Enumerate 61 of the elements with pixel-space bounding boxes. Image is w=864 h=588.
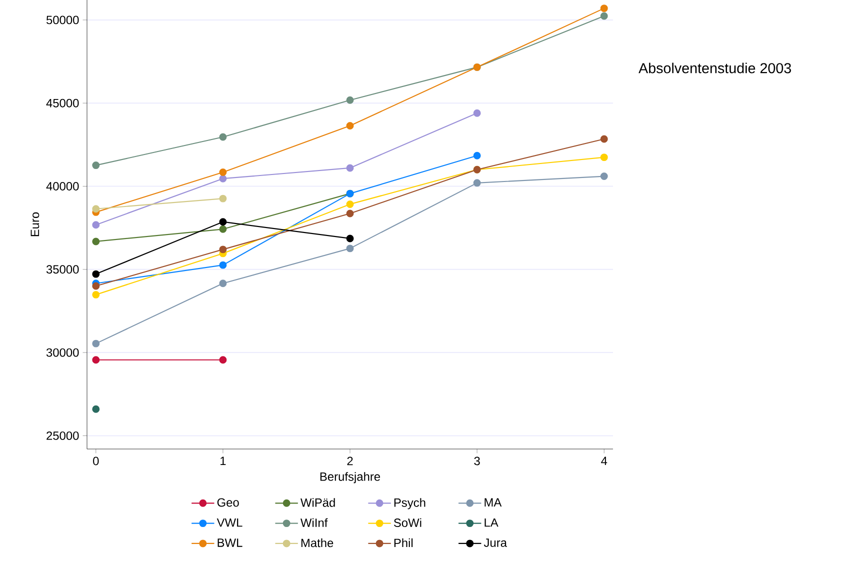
legend-label: LA xyxy=(484,518,498,527)
point xyxy=(92,340,100,348)
text: Absolventenstudie 2003 xyxy=(638,62,791,74)
y-tick-label: 30000 xyxy=(46,348,79,357)
x-tick-label: 3 xyxy=(474,456,480,466)
point xyxy=(346,244,354,252)
y-tick-label: 25000 xyxy=(46,431,79,440)
point xyxy=(92,205,100,213)
point xyxy=(92,270,100,278)
legend-label: Geo xyxy=(217,498,239,507)
point xyxy=(600,154,608,162)
legend-label: WiPäd xyxy=(300,498,335,507)
y-tick-label: 45000 xyxy=(46,98,79,108)
point xyxy=(219,218,227,226)
point xyxy=(346,200,354,208)
y-axis-title: Euro xyxy=(30,212,40,236)
legend-label: VWL xyxy=(216,518,242,527)
point xyxy=(346,164,354,172)
y-tick-label: 50000 xyxy=(46,16,79,24)
point xyxy=(600,172,608,180)
x-tick-label: 1 xyxy=(220,456,226,465)
point xyxy=(473,109,481,117)
x-axis-title: Berufsjahre xyxy=(320,472,380,484)
x-tick-label: 2 xyxy=(347,456,353,466)
point xyxy=(219,261,227,269)
point xyxy=(219,246,227,254)
legend-label: BWL xyxy=(218,538,242,547)
point xyxy=(219,133,227,141)
legend-label: Phil xyxy=(394,538,413,548)
point xyxy=(92,405,100,413)
legend-label: SoWi xyxy=(394,518,422,527)
point xyxy=(473,179,481,187)
point xyxy=(219,168,227,176)
point xyxy=(219,280,227,288)
legend-label: MA xyxy=(484,498,502,507)
point xyxy=(219,225,227,233)
point xyxy=(346,210,354,218)
point xyxy=(92,238,100,246)
point xyxy=(473,152,481,160)
y-tick-label: 35000 xyxy=(46,265,79,274)
point xyxy=(92,356,100,364)
point xyxy=(600,12,608,20)
legend-label: WiInf xyxy=(300,518,328,527)
point xyxy=(219,356,227,364)
y-tick-label: 40000 xyxy=(46,182,79,190)
point xyxy=(219,174,227,182)
x-tick-label: 4 xyxy=(601,456,608,465)
legend-label: Mathe xyxy=(301,538,334,548)
point xyxy=(346,122,354,130)
point xyxy=(346,96,354,104)
legend-label: Jura xyxy=(484,538,507,547)
point xyxy=(92,221,100,229)
x-tick-label: 0 xyxy=(93,456,99,466)
point xyxy=(600,135,608,143)
point xyxy=(92,290,100,298)
point xyxy=(92,282,100,290)
point xyxy=(92,162,100,170)
point xyxy=(346,234,354,242)
legend-label: Psych xyxy=(394,498,426,510)
point xyxy=(600,4,608,12)
point xyxy=(219,194,227,202)
